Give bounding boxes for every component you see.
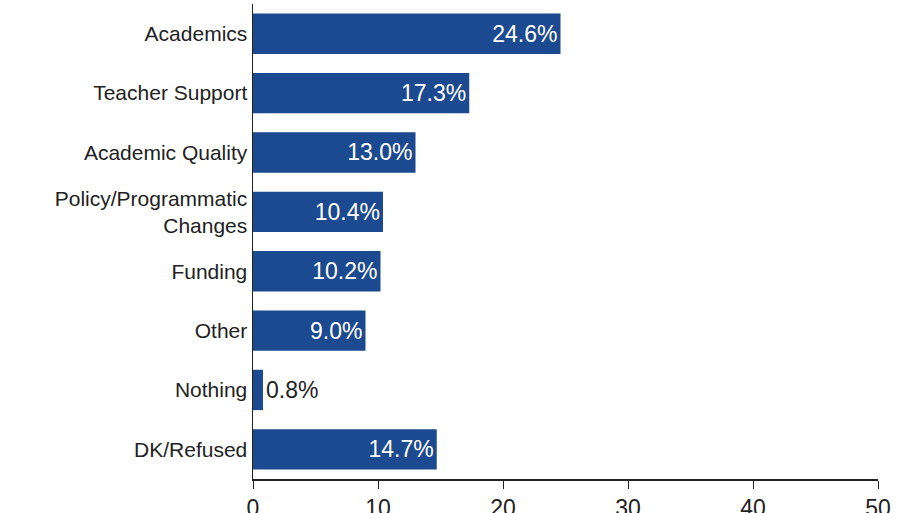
svg-text:10: 10	[365, 495, 391, 513]
svg-text:Funding: Funding	[171, 260, 247, 283]
svg-text:13.0%: 13.0%	[347, 139, 412, 165]
svg-text:30: 30	[615, 495, 641, 513]
svg-text:17.3%: 17.3%	[401, 80, 466, 106]
svg-text:10.2%: 10.2%	[312, 258, 377, 284]
svg-text:Policy/ProgrammaticChanges: Policy/ProgrammaticChanges	[55, 187, 248, 237]
svg-text:0: 0	[247, 495, 260, 513]
svg-text:9.0%: 9.0%	[310, 318, 362, 344]
svg-text:Nothing: Nothing	[175, 378, 247, 401]
svg-text:24.6%: 24.6%	[492, 21, 557, 47]
svg-text:50: 50	[865, 495, 891, 513]
svg-text:40: 40	[740, 495, 766, 513]
svg-text:14.7%: 14.7%	[369, 436, 434, 462]
svg-text:20: 20	[490, 495, 516, 513]
svg-text:Academic Quality: Academic Quality	[84, 141, 248, 164]
svg-text:Academics: Academics	[145, 22, 248, 45]
svg-text:Other: Other	[195, 319, 248, 342]
svg-text:Teacher Support: Teacher Support	[93, 81, 247, 104]
svg-text:0.8%: 0.8%	[266, 377, 318, 403]
svg-text:10.4%: 10.4%	[315, 199, 380, 225]
svg-text:DK/Refused: DK/Refused	[134, 438, 247, 461]
